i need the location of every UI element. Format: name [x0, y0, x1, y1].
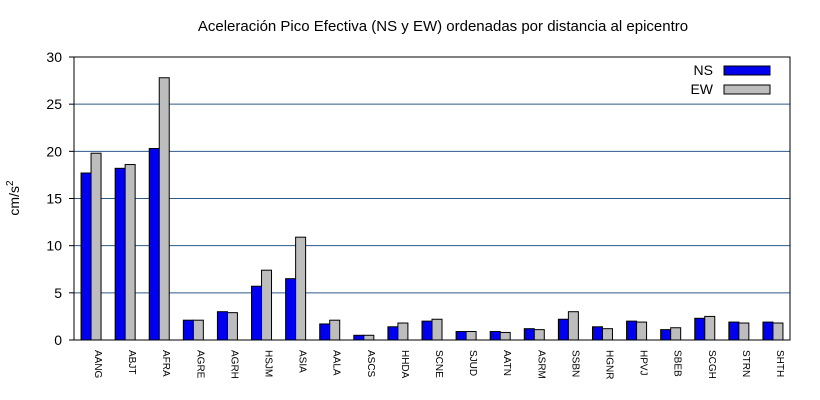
bar-ew — [329, 319, 341, 341]
x-tick-label: AFRA — [160, 350, 171, 377]
x-tick-label: ASIA — [297, 350, 308, 373]
x-tick-label: SCNE — [433, 350, 444, 378]
y-axis-label-unit: cm/s — [6, 186, 22, 216]
x-tick-label: AALA — [331, 350, 342, 376]
bar-ew — [601, 328, 613, 341]
y-axis-label: cm/s2 — [5, 180, 22, 216]
chart-title: Aceleración Pico Efectiva (NS y EW) orde… — [198, 18, 688, 35]
bar-ns — [591, 326, 603, 341]
bar-ns — [182, 319, 194, 341]
y-tick-label: 20 — [46, 143, 62, 159]
bar-ns — [285, 278, 297, 341]
legend-swatch — [723, 65, 771, 76]
legend-swatch — [723, 84, 771, 95]
x-tick-label: AGRE — [194, 350, 205, 379]
bar-ew — [499, 331, 511, 341]
bar-ew — [738, 322, 750, 341]
bar-ew — [431, 318, 443, 341]
x-tick-label: SHTH — [774, 350, 785, 377]
x-tick-label: AATN — [501, 350, 512, 376]
bar-ns — [557, 318, 569, 341]
bar-ns — [455, 331, 467, 341]
bar-ns — [421, 320, 433, 341]
bar-ns — [114, 167, 126, 341]
bar-ns — [728, 321, 740, 341]
bar-ns — [353, 334, 365, 341]
bar-ns — [523, 328, 535, 341]
bar-ew — [226, 312, 238, 341]
y-tick-label: 30 — [46, 49, 62, 65]
bar-ew — [636, 321, 648, 341]
bar-ew — [533, 329, 545, 341]
bar-ns — [660, 329, 672, 341]
bar-ew — [397, 322, 409, 341]
legend-label: NS — [694, 62, 713, 78]
bar-ns — [80, 172, 92, 341]
bar-ns — [762, 321, 774, 341]
bar-ew — [90, 152, 102, 341]
bar-ew — [192, 319, 204, 341]
axes: 0 5 10 15 20 25 30 AANG ABJT AFRA AGRE AGRH HSJM ASIA… — [46, 49, 791, 379]
bar-ew — [465, 331, 477, 341]
bar-ns — [251, 285, 263, 341]
bar-ew — [670, 327, 682, 341]
bar-ew — [158, 77, 170, 341]
bar-ns — [626, 320, 638, 341]
bar-ew — [261, 269, 273, 341]
bar-ns — [148, 148, 160, 341]
grid-lines — [74, 103, 790, 294]
bar-ns — [387, 326, 399, 341]
x-tick-label: SCGH — [706, 350, 717, 379]
y-tick-label: 10 — [46, 238, 62, 254]
bars — [80, 77, 784, 341]
x-tick-label: AGRH — [228, 350, 239, 379]
bar-ew — [772, 322, 784, 341]
bar-ns — [216, 311, 228, 341]
x-tick-label: HGNR — [603, 350, 614, 379]
x-tick-label: STRN — [740, 350, 751, 377]
x-tick-label: ASRM — [535, 350, 546, 379]
bar-ew — [295, 236, 307, 341]
bar-ew — [704, 315, 716, 341]
x-tick-label: ASCS — [365, 350, 376, 378]
legend: NS EW — [690, 62, 771, 97]
x-tick-label: HPVJ — [638, 350, 649, 376]
bar-ew — [567, 311, 579, 341]
x-tick-label: SBEB — [672, 350, 683, 377]
x-tick-label: ABJT — [126, 350, 137, 374]
y-axis-label-exponent: 2 — [5, 180, 16, 186]
plot-frame — [73, 56, 791, 341]
bar-ew — [124, 164, 136, 341]
y-tick-label: 5 — [54, 285, 62, 301]
x-tick-label: AANG — [92, 350, 103, 379]
y-tick-label: 25 — [46, 96, 62, 112]
x-tick-label: HHDA — [399, 350, 410, 379]
bar-ns — [694, 317, 706, 341]
x-tick-label: HSJM — [263, 350, 274, 377]
y-tick-label: 0 — [54, 332, 62, 348]
bar-ns — [319, 323, 331, 341]
legend-label: EW — [690, 81, 713, 97]
bar-ew — [363, 334, 375, 341]
bar-ns — [489, 331, 501, 341]
x-tick-label: SJUD — [467, 350, 478, 376]
x-tick-label: SSBN — [569, 350, 580, 377]
y-tick-label: 15 — [46, 191, 62, 207]
